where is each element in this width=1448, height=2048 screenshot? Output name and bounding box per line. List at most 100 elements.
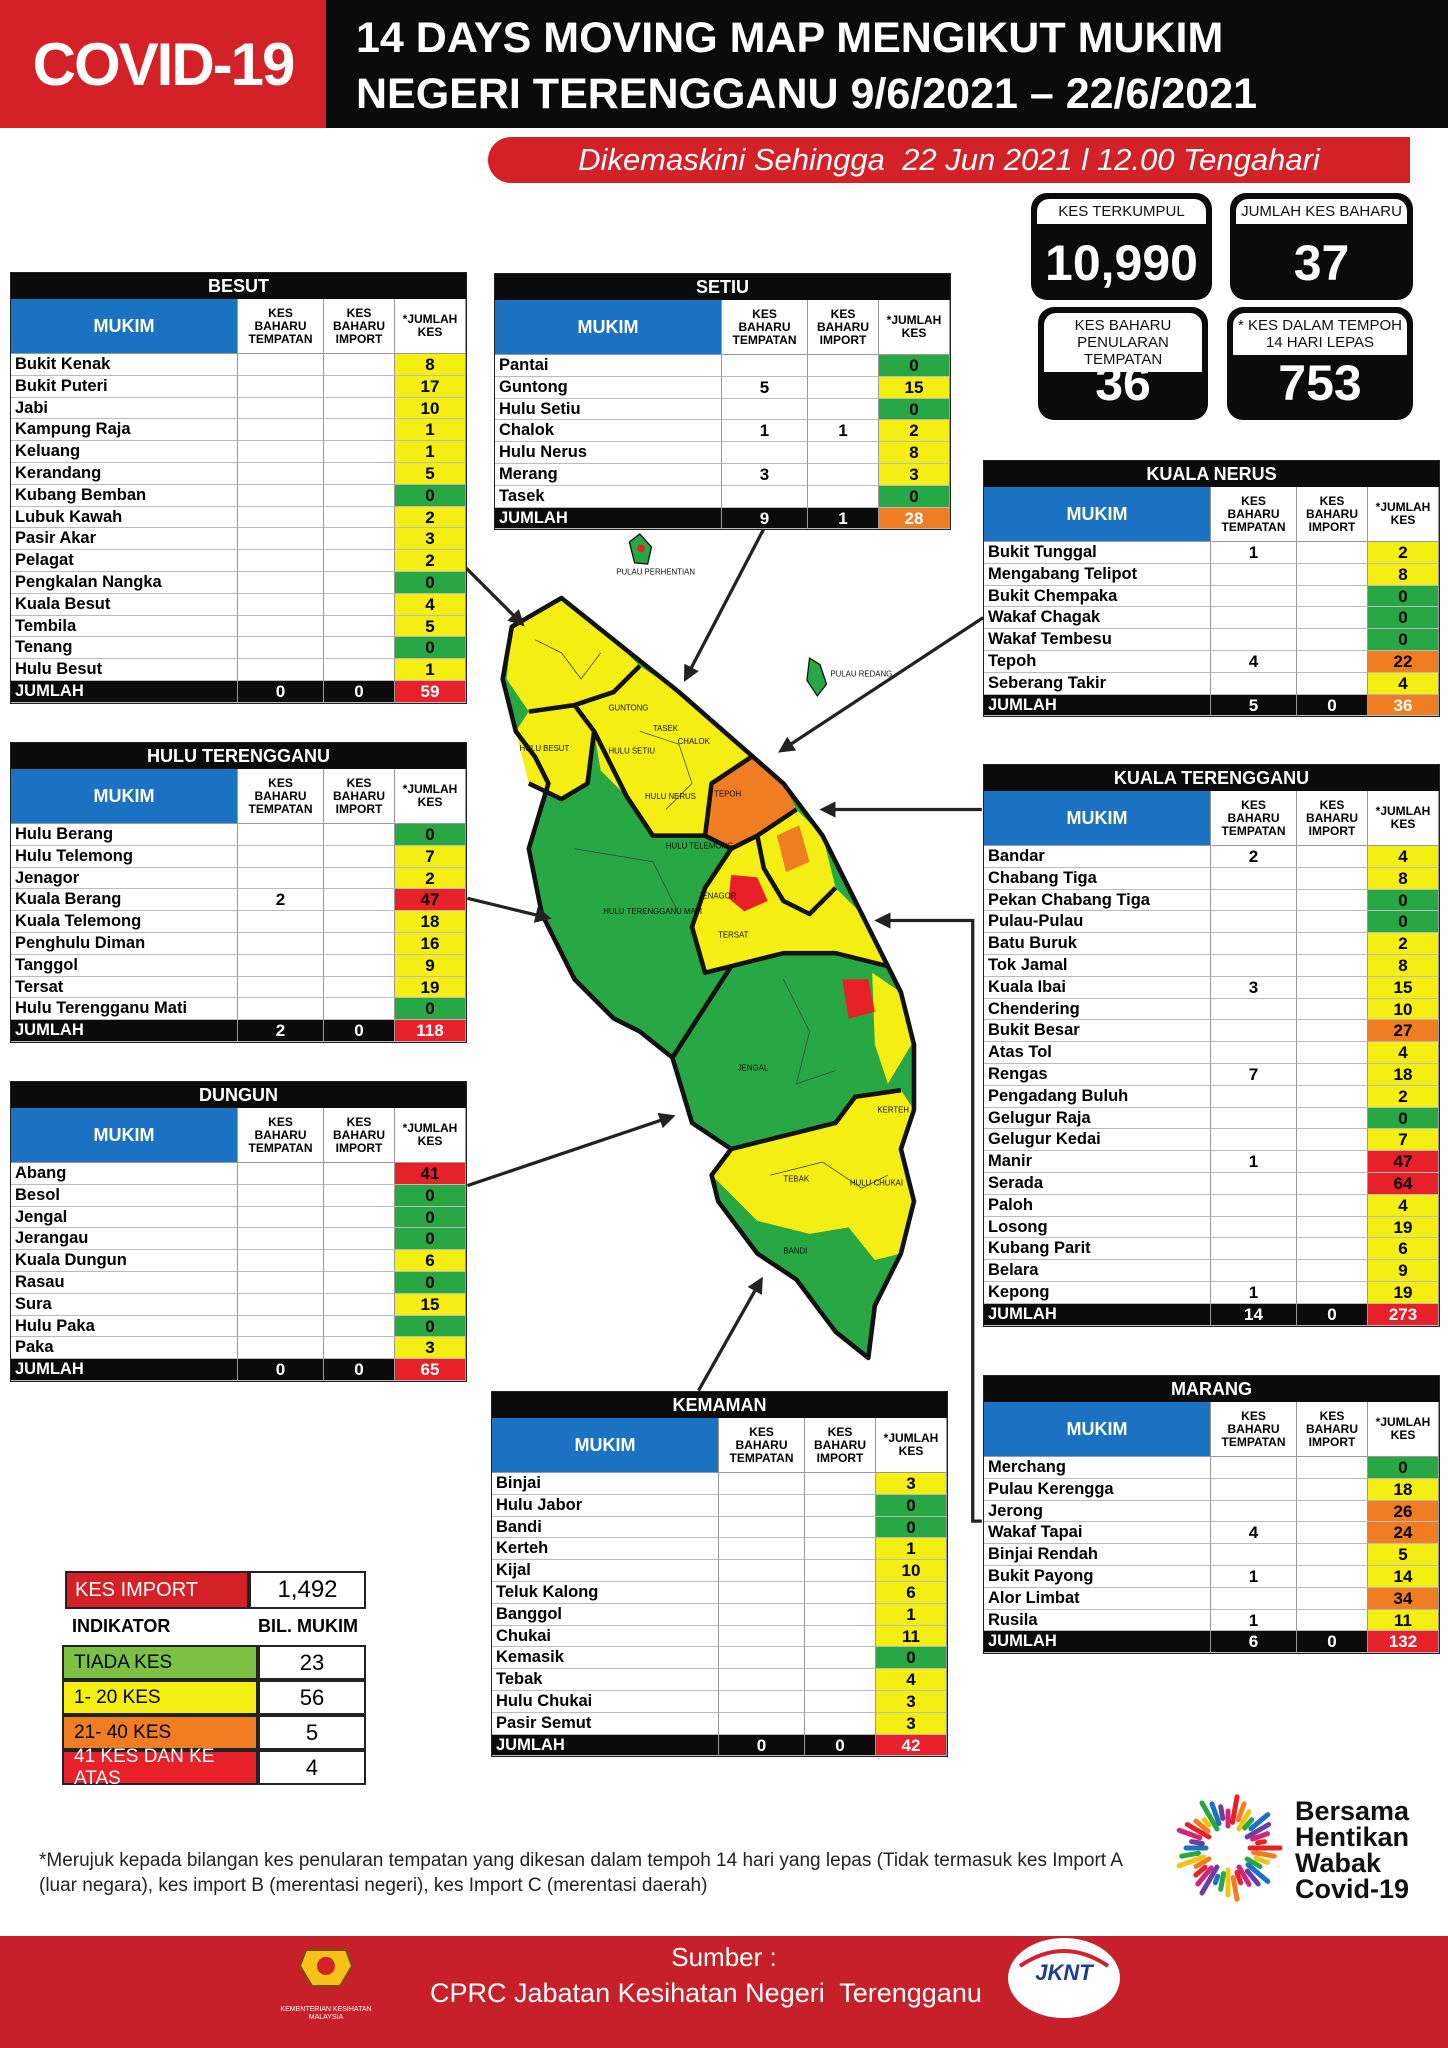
burst-ray <box>1244 1868 1261 1887</box>
total-count: 0 <box>719 1734 805 1757</box>
total-count: 132 <box>1368 1631 1439 1654</box>
column-header: KES BAHARU TEMPATAN <box>238 1108 324 1163</box>
map-label: PULAU REDANG <box>830 669 892 678</box>
case-count <box>238 484 324 507</box>
case-count <box>805 1712 876 1735</box>
case-count <box>324 911 395 933</box>
case-count <box>1297 1238 1368 1261</box>
mukim-name: Hulu Terengganu Mati <box>11 998 238 1021</box>
updated-banner: Dikemaskini Sehingga 22 Jun 2021 l 12.00… <box>488 137 1410 183</box>
case-count: 2 <box>1368 542 1439 564</box>
case-count <box>1297 629 1368 651</box>
case-count <box>324 615 395 638</box>
total-count: 42 <box>876 1734 947 1757</box>
case-count <box>324 593 395 616</box>
district-table: KUALA TERENGGANU MUKIM KES BAHARU TEMPATAN… <box>983 764 1440 1327</box>
mukim-name: Paloh <box>984 1194 1211 1217</box>
case-count <box>722 485 808 508</box>
case-count <box>324 397 395 420</box>
column-header: KES BAHARU TEMPATAN <box>722 300 808 355</box>
case-count <box>1297 1085 1368 1108</box>
case-count <box>1297 1129 1368 1152</box>
district-table: BESUT MUKIM KES BAHARU TEMPATAN KES BAHARU … <box>10 272 467 704</box>
case-count: 8 <box>395 354 466 376</box>
mukim-name: Wakaf Tapai <box>984 1522 1211 1545</box>
mukim-name: Tembila <box>11 615 238 638</box>
case-count <box>805 1494 876 1517</box>
total-count: 118 <box>395 1020 466 1042</box>
footer-logos <box>298 1938 1120 2018</box>
mukim-name: Sura <box>11 1293 238 1316</box>
mukim-name: Tok Jamal <box>984 954 1211 977</box>
mukim-name: Jenagor <box>11 867 238 890</box>
case-count: 26 <box>1368 1500 1439 1523</box>
footnote: *Merujuk kepada bilangan kes penularan t… <box>39 1850 1122 1896</box>
mukim-name: Gelugur Raja <box>984 1107 1211 1130</box>
mukim-name: Bukit Payong <box>984 1565 1211 1588</box>
table-row: Hulu Chukai 3 <box>492 1690 947 1713</box>
mukim-name: Mengabang Telipot <box>984 563 1211 586</box>
table-row: Losong 19 <box>984 1216 1439 1239</box>
column-header: KES BAHARU TEMPATAN <box>238 769 324 824</box>
burst-ray <box>1218 1871 1226 1892</box>
mukim-name: Kuala Ibai <box>984 976 1211 999</box>
campaign-text: Bersama Hentikan Wabak Covid-19 <box>1295 1796 1410 1903</box>
column-header: KES BAHARU IMPORT <box>805 1418 876 1473</box>
case-count <box>719 1712 805 1735</box>
table-row: Hulu Telemong 7 <box>11 845 466 868</box>
mukim-name: Pasir Semut <box>492 1712 719 1735</box>
table-header: MUKIM KES BAHARU TEMPATAN KES BAHARU IMPOR… <box>984 487 1439 542</box>
island <box>806 656 828 698</box>
case-count <box>1297 911 1368 934</box>
case-count: 0 <box>395 1206 466 1229</box>
table-row: Serada 64 <box>984 1172 1439 1195</box>
mukim-name: Besol <box>11 1184 238 1207</box>
mukim-name: Kubang Bemban <box>11 484 238 507</box>
stat-value: 37 <box>1293 235 1350 291</box>
case-count <box>1297 1522 1368 1545</box>
mukim-name: Teluk Kalong <box>492 1581 719 1604</box>
mukim-name: Bukit Tunggal <box>984 542 1211 564</box>
case-count <box>719 1538 805 1561</box>
table-row: Sura 15 <box>11 1293 466 1316</box>
total-count: 0 <box>324 680 395 703</box>
case-count: 0 <box>1368 585 1439 608</box>
legend-swatch: TIADA KES <box>62 1645 258 1680</box>
table-title: DUNGUN <box>11 1082 466 1108</box>
district-table: MARANG MUKIM KES BAHARU TEMPATAN KES BAHARU… <box>983 1375 1440 1655</box>
mukim-name: Pengadang Buluh <box>984 1085 1211 1108</box>
table-row: Tepoh 4 22 <box>984 650 1439 673</box>
mukim-name: Kepong <box>984 1281 1211 1304</box>
burst-ray <box>1245 1862 1271 1884</box>
case-count <box>1297 585 1368 608</box>
district-table: KEMAMAN MUKIM KES BAHARU TEMPATAN KES BAHAR… <box>491 1391 948 1758</box>
table-row: Jabi 10 <box>11 397 466 420</box>
mukim-name: Kerteh <box>492 1538 719 1561</box>
case-count <box>324 932 395 955</box>
case-count: 15 <box>879 376 950 399</box>
table-title: KEMAMAN <box>492 1392 947 1418</box>
mukim-name: Pasir Akar <box>11 528 238 551</box>
table-row: Kijal 10 <box>492 1560 947 1582</box>
mukim-name: Bukit Chempaka <box>984 585 1211 608</box>
mukim-name: Kampung Raja <box>11 419 238 442</box>
case-count <box>324 1315 395 1338</box>
case-count: 1 <box>808 420 879 443</box>
case-count <box>238 375 324 398</box>
case-count <box>1211 1238 1297 1261</box>
burst-ray <box>1189 1839 1205 1846</box>
case-count <box>324 976 395 999</box>
case-count <box>238 1250 324 1272</box>
map-label: KERTEH <box>877 1105 909 1114</box>
legend-header: INDIKATOR <box>72 1616 171 1636</box>
mukim-name: Kuala Telemong <box>11 911 238 933</box>
case-count <box>238 1271 324 1294</box>
burst-ray <box>1230 1794 1240 1825</box>
case-count: 9 <box>1368 1260 1439 1282</box>
column-header: KES BAHARU IMPORT <box>1297 1402 1368 1457</box>
campaign-line: Bersama <box>1295 1796 1410 1826</box>
table-row: Tebak 4 <box>492 1669 947 1691</box>
mukim-name: Bukit Kenak <box>11 354 238 376</box>
burst-ray <box>1234 1869 1244 1886</box>
case-count: 0 <box>1368 607 1439 630</box>
